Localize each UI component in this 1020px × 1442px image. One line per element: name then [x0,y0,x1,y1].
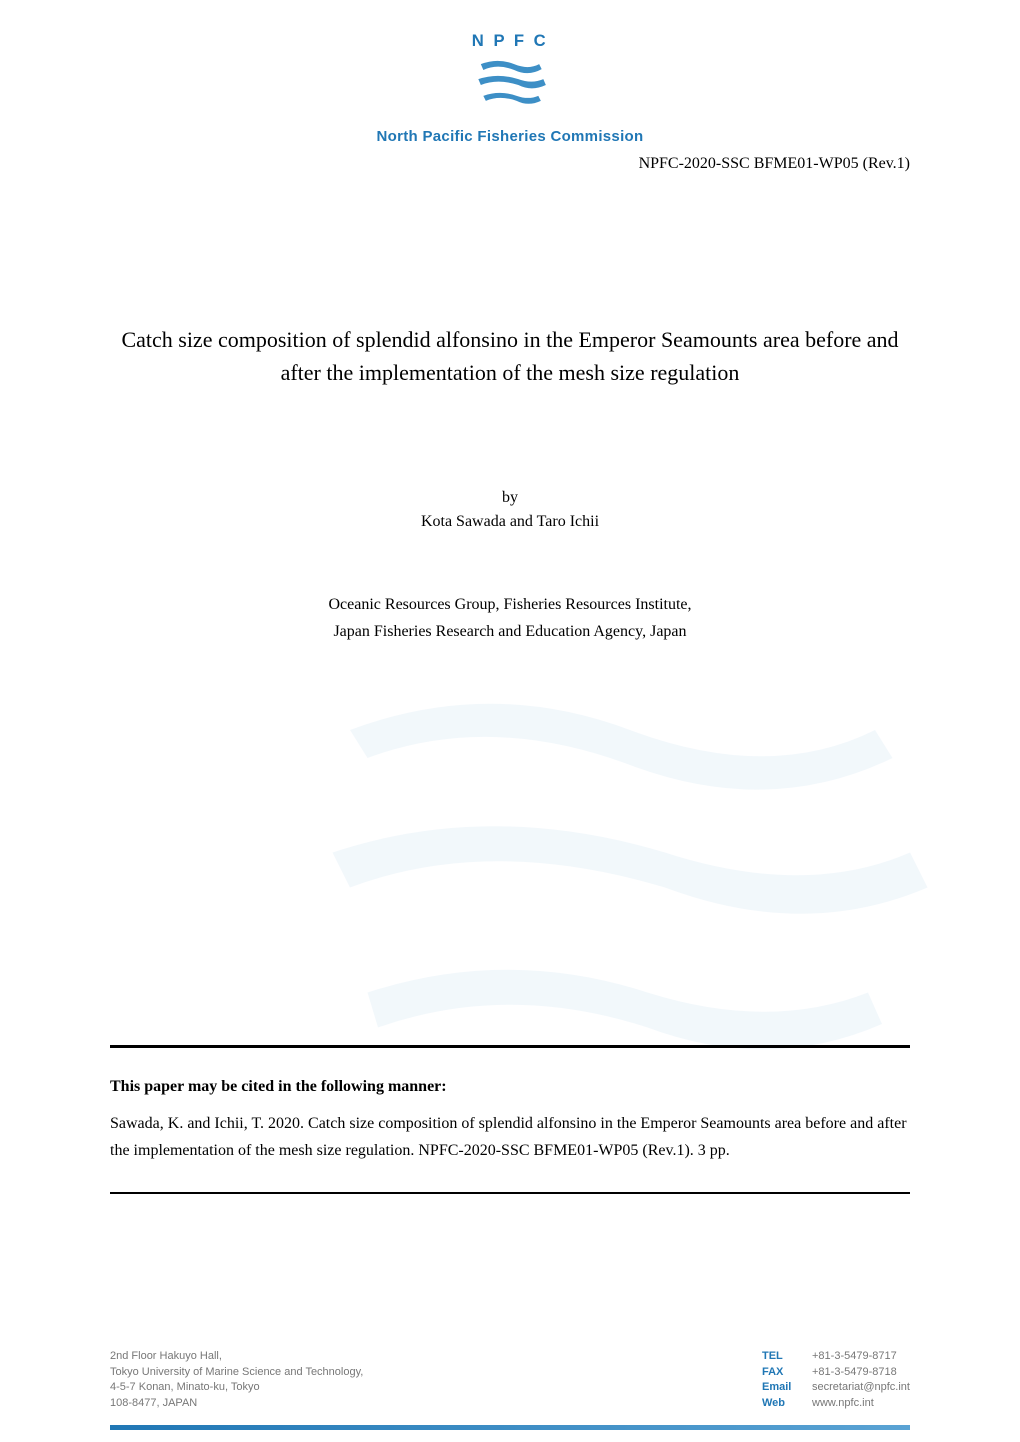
footer-contact: TEL +81-3-5479-8717 FAX +81-3-5479-8718 … [762,1349,910,1411]
document-title: Catch size composition of splendid alfon… [110,323,910,389]
footer: 2nd Floor Hakuyo Hall, Tokyo University … [0,1349,1020,1442]
fax-value: +81-3-5479-8718 [812,1365,897,1380]
logo-section: N P F C North Pacific Fisheries Commissi… [110,30,910,145]
affiliation-line1: Oceanic Resources Group, Fisheries Resou… [110,591,910,618]
web-value: www.npfc.int [812,1396,874,1411]
by-label: by [110,489,910,507]
affiliation-line2: Japan Fisheries Research and Education A… [110,618,910,645]
document-id: NPFC-2020-SSC BFME01-WP05 (Rev.1) [110,155,910,173]
authors-section: by Kota Sawada and Taro Ichii [110,489,910,531]
npfc-logo: N P F C [460,30,560,120]
address-line1: 2nd Floor Hakuyo Hall, [110,1349,363,1364]
authors: Kota Sawada and Taro Ichii [110,513,910,531]
svg-text:N P F C: N P F C [472,31,548,50]
fax-label: FAX [762,1365,800,1380]
footer-accent-bar [110,1425,910,1430]
address-line4: 108-8477, JAPAN [110,1396,363,1411]
address-line3: 4-5-7 Konan, Minato-ku, Tokyo [110,1380,363,1395]
divider-top [110,1045,910,1048]
organization-name: North Pacific Fisheries Commission [110,128,910,145]
citation-section: This paper may be cited in the following… [110,1045,910,1194]
citation-text: Sawada, K. and Ichii, T. 2020. Catch siz… [110,1110,910,1164]
email-value: secretariat@npfc.int [812,1380,910,1395]
email-label: Email [762,1380,800,1395]
citation-heading: This paper may be cited in the following… [110,1078,910,1096]
tel-label: TEL [762,1349,800,1364]
divider-bottom [110,1192,910,1194]
address-line2: Tokyo University of Marine Science and T… [110,1365,363,1380]
web-label: Web [762,1396,800,1411]
tel-value: +81-3-5479-8717 [812,1349,897,1364]
affiliation: Oceanic Resources Group, Fisheries Resou… [110,591,910,645]
footer-address: 2nd Floor Hakuyo Hall, Tokyo University … [110,1349,363,1411]
